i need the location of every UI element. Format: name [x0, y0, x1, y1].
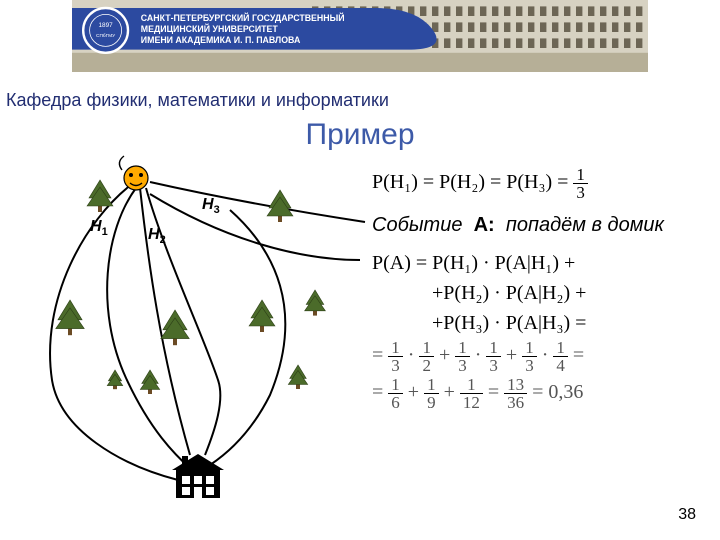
hiker-face-icon [119, 156, 148, 190]
calc-line-1: = 13 · 12 + 13 · 13 + 13 · 14 = [372, 339, 712, 374]
total-prob-l2: +P(H₂) · P(A|H₂) + [372, 279, 712, 307]
page-number: 38 [678, 506, 696, 524]
event-definition: Событие A: попадём в домик [372, 211, 712, 239]
formulas-block: P(H₁) = P(H₂) = P(H₃) = 13 Событие A: по… [372, 164, 712, 413]
forest-diagram [0, 0, 380, 540]
total-prob-l3: +P(H₃) · P(A|H₃) = [372, 309, 712, 337]
prior-prob-line: P(H₁) = P(H₂) = P(H₃) = 13 [372, 166, 712, 201]
path-label-h2: H2 [148, 226, 166, 246]
total-prob-l1: P(A) = P(H₁) · P(A|H₁) + [372, 249, 712, 277]
calc-line-2: = 16 + 19 + 112 = 1336 = 0,36 [372, 376, 712, 411]
path-label-h1: H1 [90, 218, 108, 238]
path-label-h3: H3 [202, 196, 220, 216]
